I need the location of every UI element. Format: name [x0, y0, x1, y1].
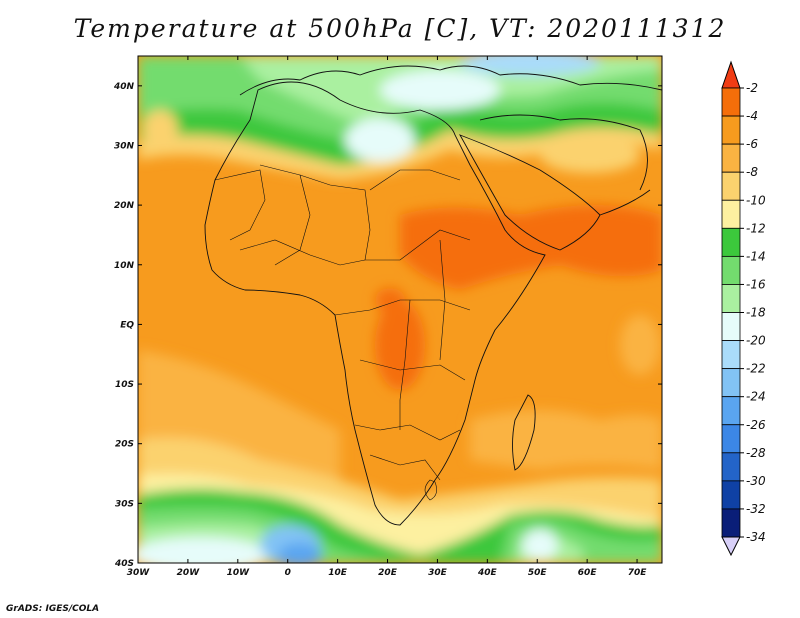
colorbar-segment: [721, 452, 741, 482]
lat-tick-label: 40S: [114, 559, 134, 569]
lat-tick-label: 20N: [114, 201, 135, 211]
lat-tick-label: 10N: [114, 261, 135, 271]
lon-tick-label: 20W: [177, 568, 201, 578]
lon-tick-label: 0: [285, 568, 291, 578]
colorbar-label: -10: [746, 193, 766, 207]
colorbar-label: -6: [746, 137, 758, 151]
colorbar-segment: [721, 312, 741, 341]
lat-tick-label: 10S: [115, 380, 134, 390]
lat-tick-label: 40N: [113, 82, 135, 92]
lat-tick-label: 30S: [115, 499, 134, 509]
colorbar-label: -4: [746, 109, 758, 123]
colorbar-label: -20: [746, 334, 766, 348]
lon-tick-label: 70E: [628, 568, 648, 578]
colorbar-segment: [721, 284, 741, 313]
chart-title: Temperature at 500hPa [C], VT: 202011131…: [73, 14, 727, 43]
lat-tick-label: EQ: [120, 320, 134, 330]
lon-tick-label: 10W: [227, 568, 251, 578]
colorbar-label: -18: [746, 306, 766, 320]
colorbar-label: -28: [746, 446, 766, 460]
colorbar: -2 -4 -6 -8 -10 -12 -14 -16 -18 -20 -22 -24 -26 -28 -3…: [721, 60, 766, 557]
lon-tick-label: 20E: [378, 568, 398, 578]
lon-tick-label: 30E: [428, 568, 448, 578]
colorbar-segment: [721, 424, 741, 454]
colorbar-segment: [721, 227, 741, 257]
colorbar-label: -8: [746, 165, 758, 179]
colorbar-label: -2: [746, 81, 758, 95]
lat-tick-label: 20S: [115, 440, 134, 450]
colorbar-label: -30: [746, 474, 766, 488]
colorbar-top-arrow: [721, 60, 741, 89]
grads-credit: GrADS: IGES/COLA: [6, 604, 100, 614]
plot-frame: [137, 55, 663, 564]
colorbar-segment: [721, 199, 741, 229]
colorbar-segment: [721, 340, 741, 370]
lon-tick-label: 60E: [578, 568, 598, 578]
coastlines: [204, 65, 662, 526]
colorbar-label: -22: [746, 362, 766, 376]
colorbar-segment: [721, 368, 741, 398]
colorbar-label: -26: [746, 418, 766, 432]
colorbar-label: -12: [746, 221, 766, 235]
colorbar-bottom-arrow: [721, 536, 741, 557]
lat-tick-label: 30N: [114, 141, 135, 151]
colorbar-label: -16: [746, 277, 766, 291]
lon-tick-label: 50E: [528, 568, 548, 578]
axis-ticks: 30W 20W 10W 0 10E 20E 30E 40E 50E 60E 70E 40N 30N 20N…: [113, 56, 662, 578]
temperature-field: [138, 56, 662, 563]
colorbar-segment: [721, 508, 741, 538]
colorbar-label: -14: [746, 249, 766, 263]
colorbar-segment: [721, 115, 741, 145]
country-borders: [214, 164, 471, 501]
colorbar-segment: [721, 143, 741, 173]
colorbar-label: -32: [746, 502, 766, 516]
colorbar-segment: [721, 396, 741, 426]
colorbar-segment: [721, 480, 741, 510]
colorbar-label: -34: [746, 530, 766, 544]
colorbar-segment: [721, 171, 741, 201]
lon-tick-label: 30W: [127, 568, 151, 578]
lon-tick-label: 40E: [477, 568, 498, 578]
lon-tick-label: 10E: [328, 568, 348, 578]
colorbar-label: -24: [746, 390, 766, 404]
colorbar-segment: [721, 255, 741, 285]
colorbar-segment: [721, 87, 741, 117]
